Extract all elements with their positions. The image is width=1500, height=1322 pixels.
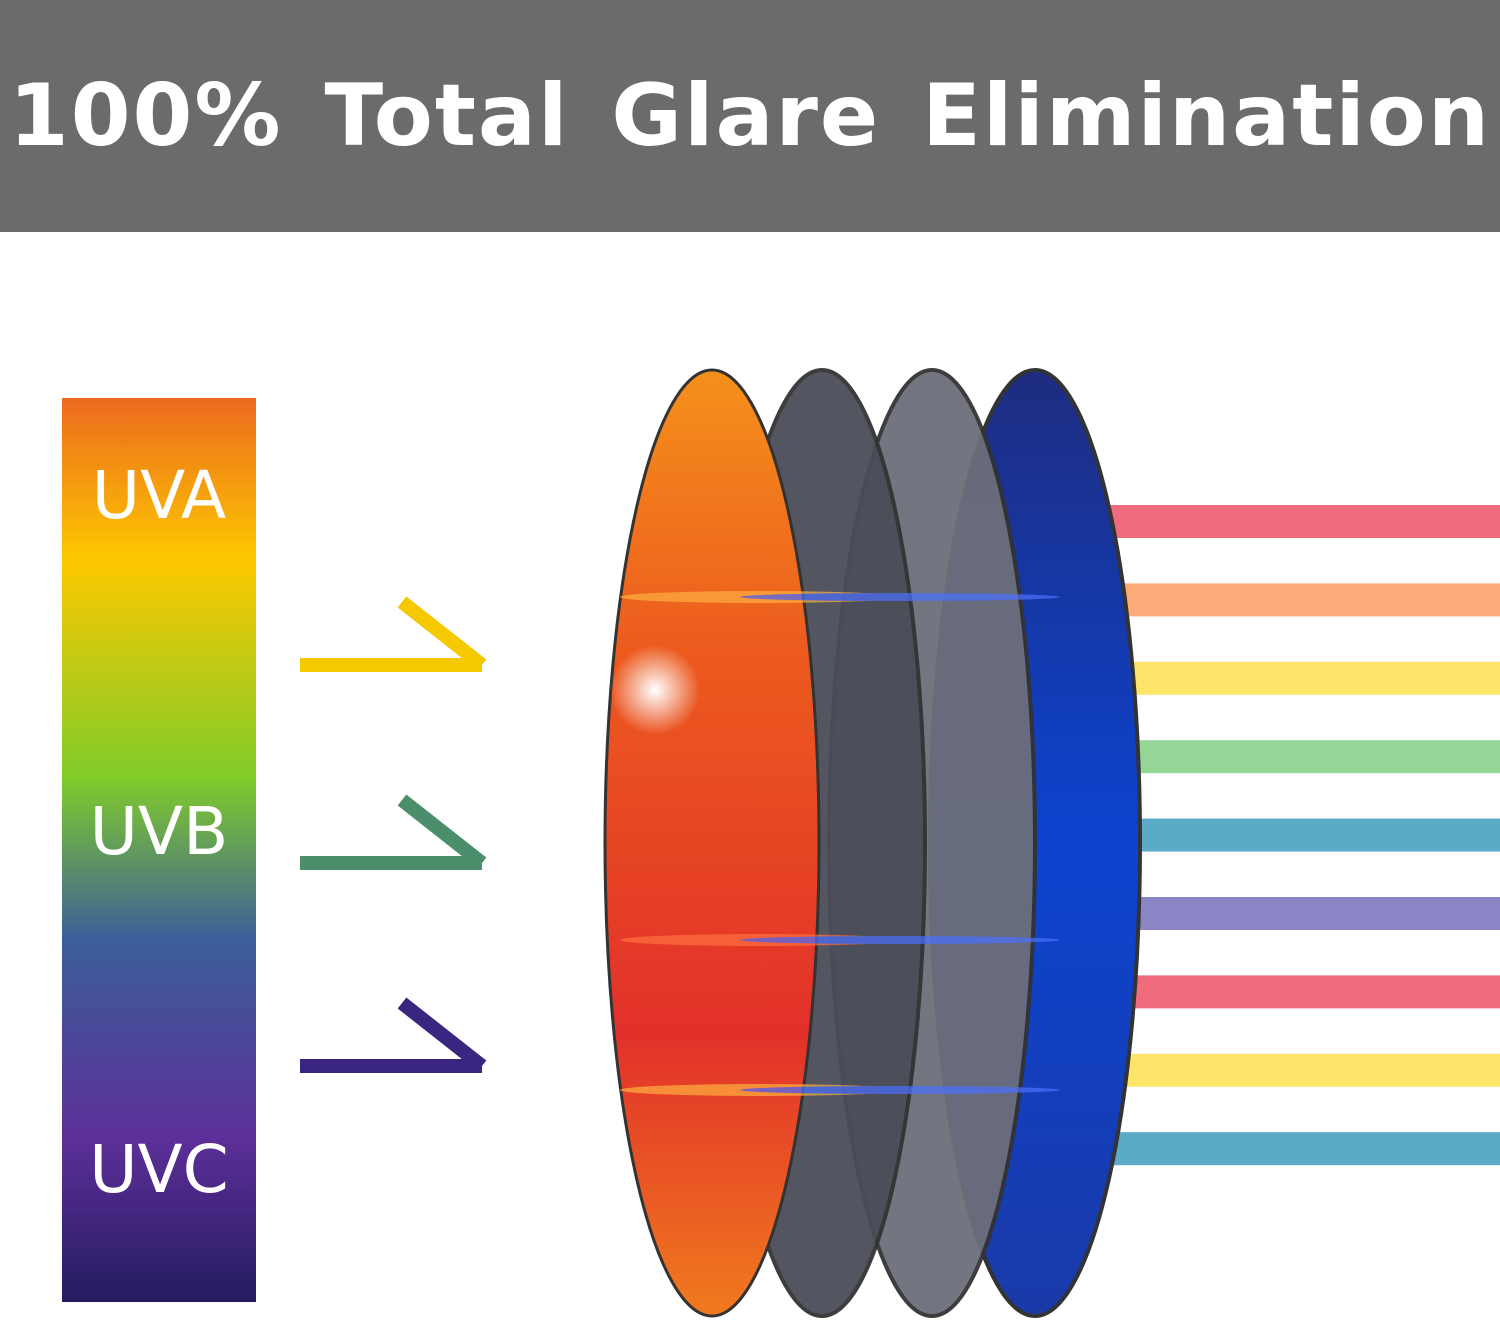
page-title: 100% Total Glare Elimination	[8, 66, 1492, 166]
uv-ray-arrow	[300, 794, 487, 870]
filtered-light-stripe	[1050, 505, 1500, 538]
uv-ray-arrow	[300, 596, 487, 672]
filtered-light-stripe	[1050, 1132, 1500, 1166]
uva-label: UVA	[92, 457, 226, 534]
uv-spectrum-bar	[62, 398, 256, 1302]
light-streaks	[620, 591, 1060, 1096]
uvc-label: UVC	[89, 1131, 229, 1208]
glare-flare-icon	[610, 645, 700, 735]
lens-orange-layer	[603, 368, 821, 1318]
header-banner: 100% Total Glare Elimination	[0, 0, 1500, 232]
uv-ray-arrow	[300, 997, 487, 1073]
uvb-label: UVB	[90, 793, 229, 870]
